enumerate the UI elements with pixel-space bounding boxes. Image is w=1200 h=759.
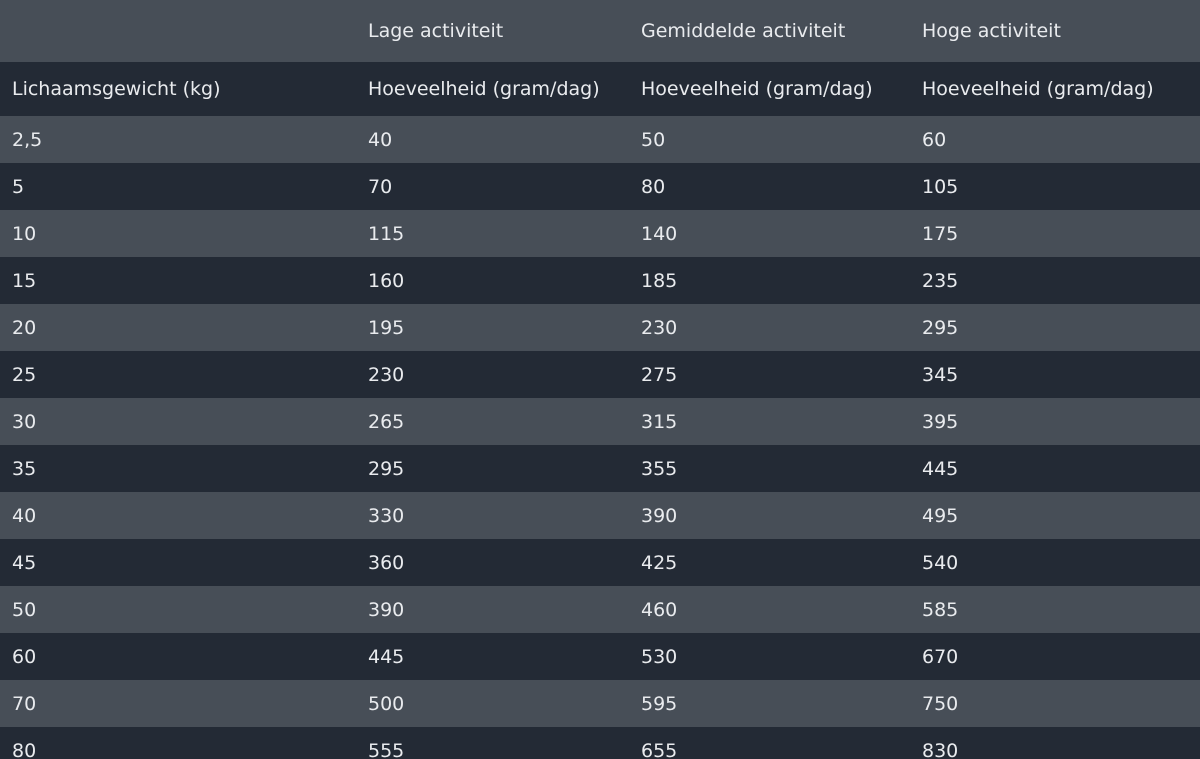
table-cell: 330 [368,504,405,527]
table-cell: 160 [368,269,405,292]
table-cell: 445 [922,457,959,480]
table-cell: 555 [368,739,405,759]
table-cell: 80 [12,739,37,759]
table-cell: 390 [641,504,678,527]
table-row: 70 500 595 750 [0,680,1200,727]
table-row: 45 360 425 540 [0,539,1200,586]
table-cell: 185 [641,269,678,292]
table-cell: 595 [641,692,678,715]
table-cell: 830 [922,739,959,759]
table-row: 15 160 185 235 [0,257,1200,304]
subheader-cell: Hoeveelheid (gram/dag) [368,78,600,100]
table-cell: 20 [12,316,37,339]
table-row: 60 445 530 670 [0,633,1200,680]
table-row: 50 390 460 585 [0,586,1200,633]
table-cell: 70 [368,175,393,198]
table-row: 25 230 275 345 [0,351,1200,398]
table-cell: 360 [368,551,405,574]
table-cell: 445 [368,645,405,668]
table-cell: 10 [12,222,37,245]
header-row: Lage activiteit Gemiddelde activiteit Hoge… [0,0,1200,62]
table-cell: 355 [641,457,678,480]
table-cell: 275 [641,363,678,386]
table-cell: 750 [922,692,959,715]
table-cell: 35 [12,457,37,480]
table-cell: 70 [12,692,37,715]
subheader-cell: Hoeveelheid (gram/dag) [641,78,873,100]
table-cell: 315 [641,410,678,433]
table-cell: 140 [641,222,678,245]
table-cell: 25 [12,363,37,386]
header-cell: Lage activiteit [368,20,504,42]
header-cell: Gemiddelde activiteit [641,20,846,42]
table-cell: 195 [368,316,405,339]
table-row: 80 555 655 830 [0,727,1200,759]
subheader-cell: Lichaamsgewicht (kg) [12,78,221,100]
table-cell: 175 [922,222,959,245]
table-row: 10 115 140 175 [0,210,1200,257]
table-cell: 15 [12,269,37,292]
table-row: 2,5 40 50 60 [0,116,1200,163]
subheader-cell: Hoeveelheid (gram/dag) [922,78,1154,100]
table-cell: 585 [922,598,959,621]
table-cell: 230 [641,316,678,339]
table-cell: 495 [922,504,959,527]
table-cell: 295 [368,457,405,480]
table-cell: 425 [641,551,678,574]
table-cell: 30 [12,410,37,433]
table-cell: 530 [641,645,678,668]
table-cell: 60 [922,128,947,151]
table-row: 5 70 80 105 [0,163,1200,210]
table-cell: 40 [12,504,37,527]
table-row: 40 330 390 495 [0,492,1200,539]
table-cell: 45 [12,551,37,574]
table-cell: 80 [641,175,666,198]
table-cell: 500 [368,692,405,715]
table-row: 20 195 230 295 [0,304,1200,351]
table-cell: 390 [368,598,405,621]
table-cell: 50 [641,128,666,151]
table-cell: 105 [922,175,959,198]
table-row: 30 265 315 395 [0,398,1200,445]
table-cell: 655 [641,739,678,759]
table-cell: 2,5 [12,128,43,151]
table-cell: 345 [922,363,959,386]
table-cell: 540 [922,551,959,574]
table-cell: 50 [12,598,37,621]
table-cell: 115 [368,222,405,245]
table-cell: 460 [641,598,678,621]
table-cell: 265 [368,410,405,433]
table-cell: 60 [12,645,37,668]
table-row: 35 295 355 445 [0,445,1200,492]
table-cell: 40 [368,128,393,151]
table-cell: 230 [368,363,405,386]
header-cell: Hoge activiteit [922,20,1061,42]
table-cell: 670 [922,645,959,668]
table-cell: 395 [922,410,959,433]
table-cell: 235 [922,269,959,292]
table-cell: 5 [12,175,25,198]
table-cell: 295 [922,316,959,339]
subheader-row: Lichaamsgewicht (kg) Hoeveelheid (gram/da… [0,62,1200,116]
